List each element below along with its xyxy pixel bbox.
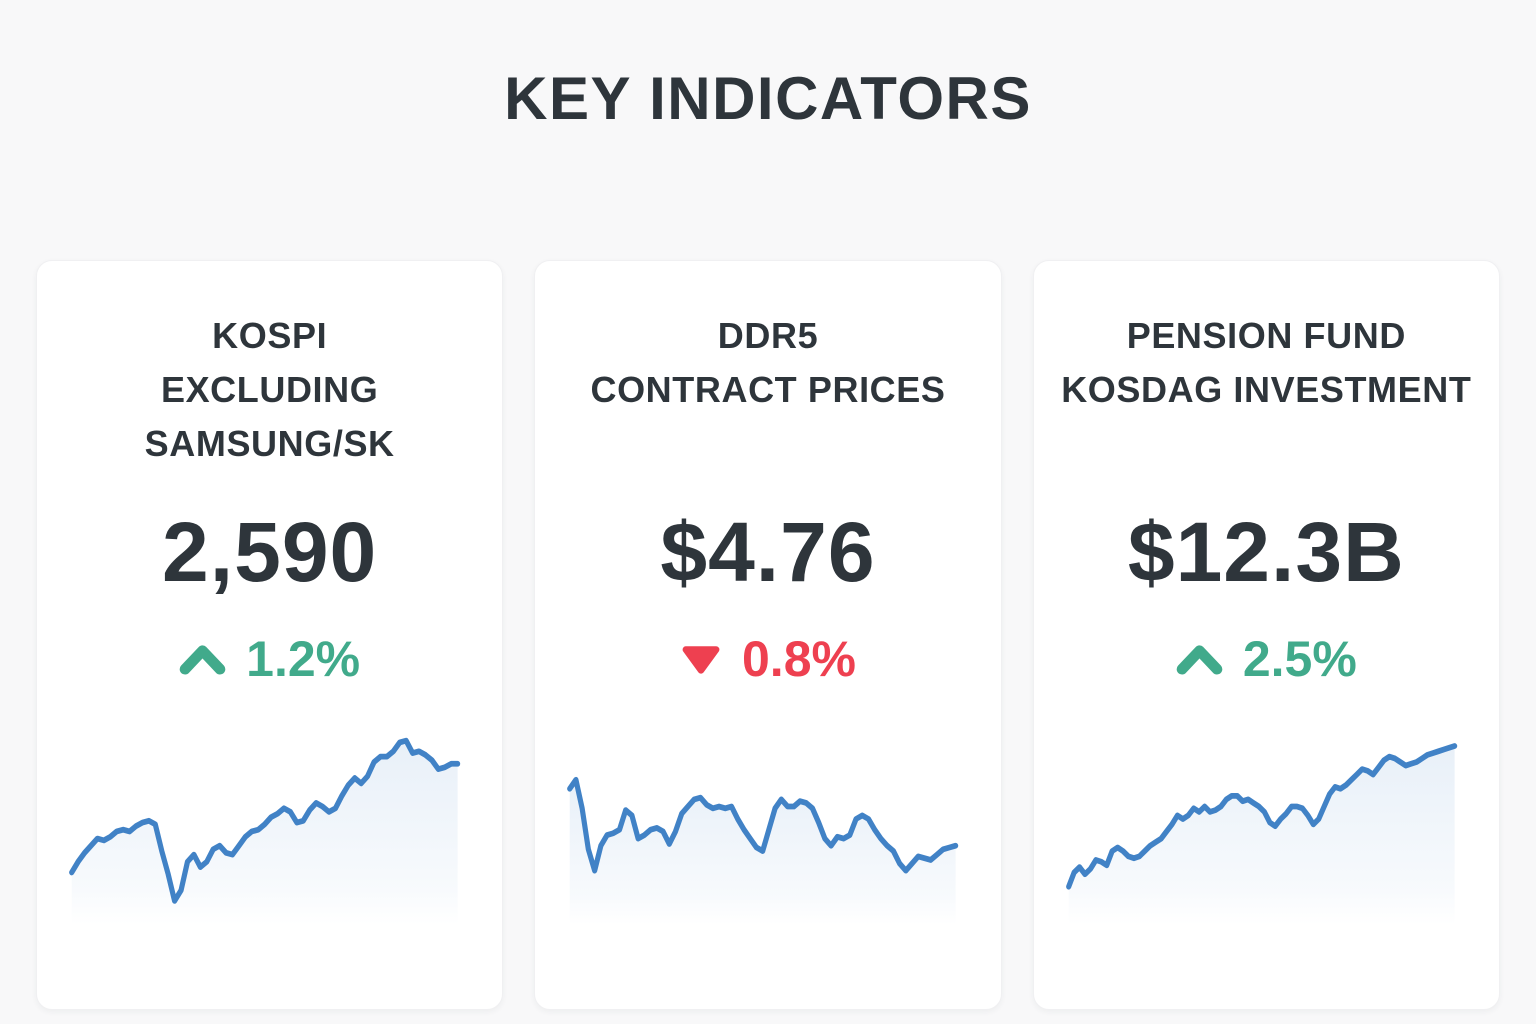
metric-change-value: 0.8% bbox=[742, 631, 856, 687]
card-pension-fund-kosdag: PENSION FUND KOSDAG INVESTMENT $12.3B 2.… bbox=[1032, 260, 1500, 1010]
card-title-line: CONTRACT PRICES bbox=[590, 369, 946, 410]
key-indicator-cards: KOSPI EXCLUDING SAMSUNG/SK 2,590 1.2% DD… bbox=[36, 260, 1500, 1010]
down-triangle-icon bbox=[680, 642, 722, 676]
card-title-line: DDR5 bbox=[717, 315, 819, 356]
metric-value: $12.3B bbox=[1127, 505, 1405, 599]
metric-change: 0.8% bbox=[535, 631, 1000, 687]
metric-value: 2,590 bbox=[162, 505, 378, 599]
card-title: KOSPI EXCLUDING SAMSUNG/SK bbox=[37, 261, 502, 471]
card-title: PENSION FUND KOSDAG INVESTMENT bbox=[1034, 261, 1499, 417]
ddr5-sparkline-chart bbox=[565, 709, 960, 929]
up-arrow-icon bbox=[1176, 643, 1223, 676]
kospi-sparkline-chart bbox=[67, 709, 462, 929]
metric-change-value: 1.2% bbox=[246, 631, 361, 687]
page-title: KEY INDICATORS bbox=[504, 65, 1032, 132]
metric-change: 2.5% bbox=[1034, 631, 1499, 687]
card-title: DDR5 CONTRACT PRICES bbox=[535, 261, 1000, 417]
card-ddr5-contract-prices: DDR5 CONTRACT PRICES $4.76 0.8% bbox=[534, 260, 1002, 1010]
metric-value: $4.76 bbox=[660, 505, 876, 599]
card-title-line: KOSPI bbox=[212, 315, 328, 356]
metric-change: 1.2% bbox=[37, 631, 502, 687]
card-title-line: EXCLUDING bbox=[160, 369, 379, 410]
card-title-line: SAMSUNG/SK bbox=[144, 423, 395, 464]
card-kospi-ex-samsung-sk: KOSPI EXCLUDING SAMSUNG/SK 2,590 1.2% bbox=[36, 260, 504, 1010]
card-title-line: PENSION FUND bbox=[1126, 315, 1406, 356]
card-title-line: KOSDAG INVESTMENT bbox=[1061, 369, 1472, 410]
metric-change-value: 2.5% bbox=[1242, 631, 1357, 687]
up-arrow-icon bbox=[179, 643, 226, 676]
pension-sparkline-chart bbox=[1064, 709, 1459, 929]
